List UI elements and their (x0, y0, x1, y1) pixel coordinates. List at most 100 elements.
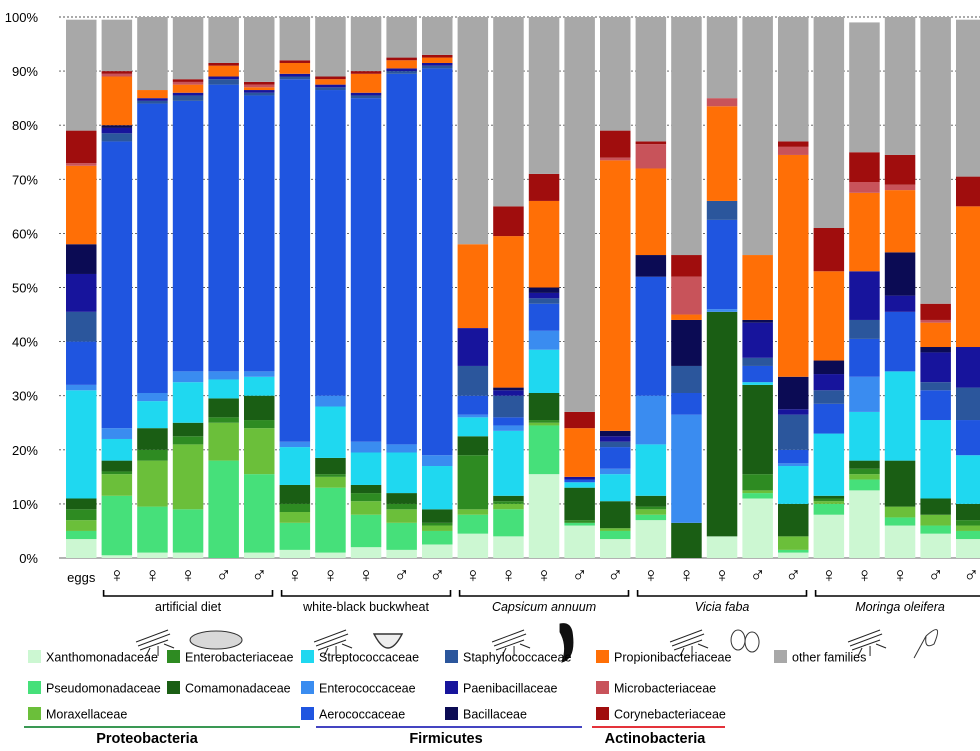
bar-segment-moraxellaceae (244, 428, 275, 475)
y-tick-label: 100% (5, 10, 39, 25)
bar-segment-propionibacteriaceae (66, 165, 97, 245)
group-bracket (280, 590, 452, 597)
legend-label: Paenibacillaceae (463, 682, 558, 696)
bar-segment-bacillaceae (635, 255, 667, 277)
bar-segment-staphylococcaceae (778, 414, 809, 450)
x-tick-label: ♂ (750, 564, 766, 587)
fly-icon (669, 629, 709, 657)
bar-segment-enterococcaceae (422, 455, 453, 467)
bar-segment-xanthomonadaceae (422, 544, 453, 558)
x-tick-label: ♂ (251, 564, 267, 587)
fly-icon (847, 629, 887, 657)
phylum-label: Proteobacteria (96, 731, 198, 746)
bar-segment-xanthomonadaceae (600, 539, 631, 558)
bar-segment-pseudomonadaceae (635, 514, 667, 521)
bar-segment-staphylococcaceae (457, 365, 489, 396)
bar-segment-staphylococcaceae (956, 387, 980, 421)
bar-segment-microbacteriaceae (66, 163, 97, 166)
bar-segment-microbacteriaceae (884, 184, 916, 191)
bar-segment-staphylococcaceae (706, 200, 738, 220)
legend-swatch-paenibacillaceae (445, 681, 458, 694)
bar-segment-streptococcaceae (279, 447, 311, 485)
bar-segment-other-families (386, 17, 417, 58)
bar-segment-moraxellaceae (422, 525, 453, 531)
bar-segment-propionibacteriaceae (884, 190, 916, 253)
bar-segment-pseudomonadaceae (172, 509, 204, 553)
bar-segment-streptococcaceae (600, 474, 631, 502)
legend-swatch-propionibacteriaceae (596, 650, 609, 663)
bar-segment-staphylococcaceae (172, 95, 204, 101)
x-tick-label: ♀ (857, 564, 873, 587)
bar-segment-comamonadaceae (208, 398, 239, 418)
bar-segment-comamonadaceae (564, 487, 595, 521)
bar-segment-moraxellaceae (208, 422, 239, 461)
x-tick-label: ♂ (572, 564, 588, 587)
bar-segment-streptococcaceae (813, 433, 845, 496)
bar-segment-comamonadaceae (849, 460, 880, 469)
bar-segment-propionibacteriaceae (956, 206, 980, 348)
legend-swatch-other-families (774, 650, 787, 663)
bar-segment-other-families (742, 17, 773, 256)
bar-segment-aerococcaceae (671, 392, 702, 415)
bar-segment-aerococcaceae (920, 390, 951, 421)
bar-segment-corynebacteriaceae (920, 303, 951, 320)
bar-segment-enterococcaceae (137, 392, 168, 402)
bar-segment-enterobacteriaceae (350, 493, 382, 502)
bar-segment-corynebacteriaceae (422, 54, 453, 58)
bar-segment-bacillaceae (920, 347, 951, 353)
bar-segment-moraxellaceae (528, 422, 560, 426)
bar-segment-staphylococcaceae (920, 382, 951, 391)
bar-segment-other-families (244, 17, 275, 82)
bar-segment-enterobacteriaceae (279, 503, 311, 513)
bar-segment-xanthomonadaceae (635, 520, 667, 558)
bar-segment-aerococcaceae (849, 338, 880, 377)
bean-icon (744, 631, 760, 653)
bar-segment-xanthomonadaceae (956, 539, 980, 558)
bar-segment-microbacteriaceae (101, 73, 133, 77)
bar-segment-aerococcaceae (742, 365, 773, 383)
bar-segment-paenibacillaceae (350, 92, 382, 96)
bar-segment-moraxellaceae (137, 460, 168, 507)
fly-icon (135, 629, 175, 657)
bar-segment-comamonadaceae (600, 501, 631, 529)
y-tick-label: 40% (12, 335, 38, 350)
bar-segment-xanthomonadaceae (778, 552, 809, 558)
bar-segment-comamonadaceae (137, 428, 168, 450)
bar-segment-comamonadaceae (350, 484, 382, 494)
bar-segment-aerococcaceae (778, 449, 809, 464)
bar-segment-enterobacteriaceae (457, 455, 489, 510)
bar-segment-paenibacillaceae (813, 374, 845, 391)
bar-segment-staphylococcaceae (279, 76, 311, 80)
bar-segment-paenibacillaceae (778, 409, 809, 415)
bar-segment-aerococcaceae (813, 403, 845, 434)
bar-segment-enterococcaceae (315, 395, 346, 407)
bar-segment-staphylococcaceae (813, 390, 845, 404)
bar-segment-paenibacillaceae (208, 76, 239, 80)
bar-segment-xanthomonadaceae (706, 536, 738, 558)
y-tick-label: 0% (19, 551, 38, 566)
bar-segment-aerococcaceae (101, 141, 133, 429)
legend-swatch-comamonadaceae (167, 681, 180, 694)
bar-segment-other-families (528, 17, 560, 174)
x-tick-label: ♂ (963, 564, 979, 587)
bar-segment-comamonadaceae (386, 493, 417, 504)
bar-segment-pseudomonadaceae (528, 425, 560, 475)
bar-segment-other-families (315, 17, 346, 77)
bar-segment-aerococcaceae (422, 68, 453, 456)
bar-segment-enterococcaceae (528, 330, 560, 350)
bar-segment-staphylococcaceae (849, 319, 880, 339)
bar-segment-aerococcaceae (493, 417, 524, 426)
bar-segment-bacillaceae (528, 287, 560, 293)
legend-label: Streptococcaceae (319, 651, 419, 665)
bar-segment-other-families (422, 17, 453, 55)
bar-segment-aerococcaceae (600, 447, 631, 469)
bar-segment-bacillaceae (742, 319, 773, 323)
bar-segment-propionibacteriaceae (600, 160, 631, 431)
bar-segment-propionibacteriaceae (742, 255, 773, 320)
bar-segment-staphylococcaceae (386, 71, 417, 74)
bar-segment-comamonadaceae (671, 522, 702, 558)
legend-swatch-aerococcaceae (301, 707, 314, 720)
x-tick-label: ♂ (928, 564, 944, 587)
legend-swatch-staphylococcaceae (445, 650, 458, 663)
bar-segment-other-families (493, 17, 524, 207)
